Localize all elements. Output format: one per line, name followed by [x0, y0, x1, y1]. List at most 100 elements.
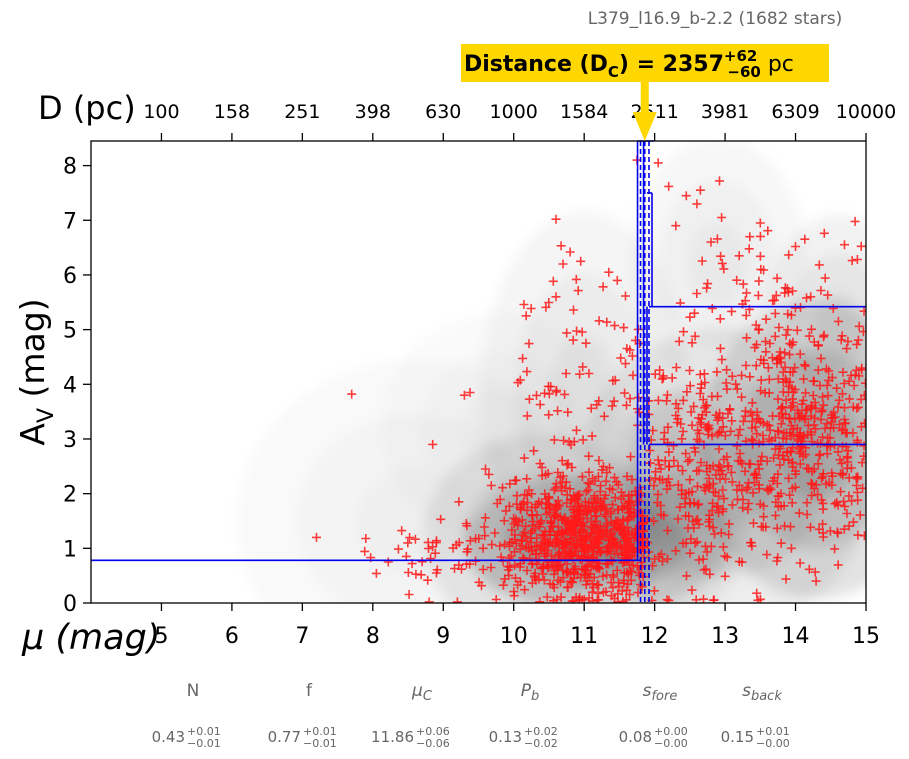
star-point [818, 498, 828, 508]
star-point [810, 567, 820, 577]
star-point [649, 516, 659, 526]
star-point [616, 487, 626, 497]
star-point [528, 520, 537, 530]
star-point [809, 376, 819, 386]
star-point [776, 404, 786, 414]
star-point [762, 550, 772, 560]
star-point [712, 234, 722, 244]
star-point [510, 560, 520, 570]
star-point [838, 441, 847, 451]
star-point [614, 581, 624, 591]
star-point [500, 539, 510, 549]
star-point [764, 421, 774, 431]
star-point [608, 583, 618, 593]
star-point [527, 510, 537, 520]
x-tick-label: 13 [711, 624, 739, 649]
x-tick-label: 15 [852, 624, 880, 649]
star-point [423, 575, 433, 585]
star-point [795, 558, 805, 568]
star-point [677, 490, 687, 499]
star-point [589, 491, 599, 501]
star-point [709, 595, 719, 603]
star-point [526, 304, 536, 313]
star-point [617, 529, 627, 539]
star-point [752, 340, 762, 350]
star-point [535, 597, 545, 603]
star-point [713, 391, 723, 401]
star-point [587, 516, 597, 526]
star-point [606, 507, 616, 517]
star-point [727, 371, 737, 381]
star-point [619, 323, 629, 333]
star-point [560, 554, 570, 564]
star-point [598, 462, 608, 471]
star-point [582, 513, 592, 523]
star-point [744, 459, 754, 469]
star-point [821, 364, 831, 374]
star-point [559, 436, 569, 445]
star-point [603, 542, 613, 552]
x-tick-label: 6 [225, 624, 239, 649]
star-point [752, 407, 762, 417]
param-error-minus: −0.06 [416, 737, 450, 750]
star-point [768, 411, 778, 421]
star-point [539, 530, 549, 540]
star-point [613, 505, 623, 515]
star-point [610, 538, 620, 548]
star-point [800, 234, 810, 244]
star-point [562, 490, 572, 500]
star-point [829, 423, 839, 433]
star-point [664, 447, 674, 457]
star-point [480, 531, 490, 541]
star-point [403, 538, 413, 548]
star-point [517, 535, 526, 545]
star-point [771, 290, 781, 300]
star-point [716, 251, 726, 261]
star-point [676, 419, 686, 429]
star-point [769, 453, 779, 463]
star-point [557, 515, 567, 525]
star-point [587, 431, 597, 441]
top-tick-label: 398 [355, 101, 391, 123]
star-point [744, 244, 754, 254]
star-point [428, 439, 438, 449]
star-point [650, 369, 660, 379]
x-axis-label: μ (mag) [21, 618, 160, 658]
star-point [692, 289, 702, 298]
star-point [612, 565, 622, 575]
star-point [510, 547, 519, 557]
star-point [715, 176, 724, 186]
plot-frame [90, 140, 867, 604]
star-point [754, 464, 764, 474]
star-point [724, 519, 734, 529]
star-point [724, 462, 734, 471]
star-point [727, 500, 737, 510]
star-point [702, 422, 712, 432]
star-point [747, 398, 757, 408]
star-point [499, 516, 509, 526]
star-point [681, 449, 691, 459]
star-point [712, 367, 722, 377]
star-point [722, 384, 732, 394]
star-point [549, 569, 559, 579]
star-point [619, 528, 629, 538]
star-point [587, 498, 597, 508]
star-point [776, 538, 786, 548]
star-point [549, 485, 559, 495]
x-tick-label: 5 [154, 624, 168, 649]
star-point [795, 459, 805, 469]
star-point [591, 511, 601, 521]
star-point [545, 527, 555, 537]
star-point [749, 518, 758, 528]
star-point [800, 360, 810, 370]
star-point [626, 575, 636, 585]
star-point [816, 415, 826, 425]
star-point [781, 395, 791, 405]
star-point [816, 353, 826, 363]
star-point [842, 509, 852, 518]
star-point [684, 511, 694, 521]
star-point [778, 387, 788, 397]
star-point [529, 446, 539, 456]
